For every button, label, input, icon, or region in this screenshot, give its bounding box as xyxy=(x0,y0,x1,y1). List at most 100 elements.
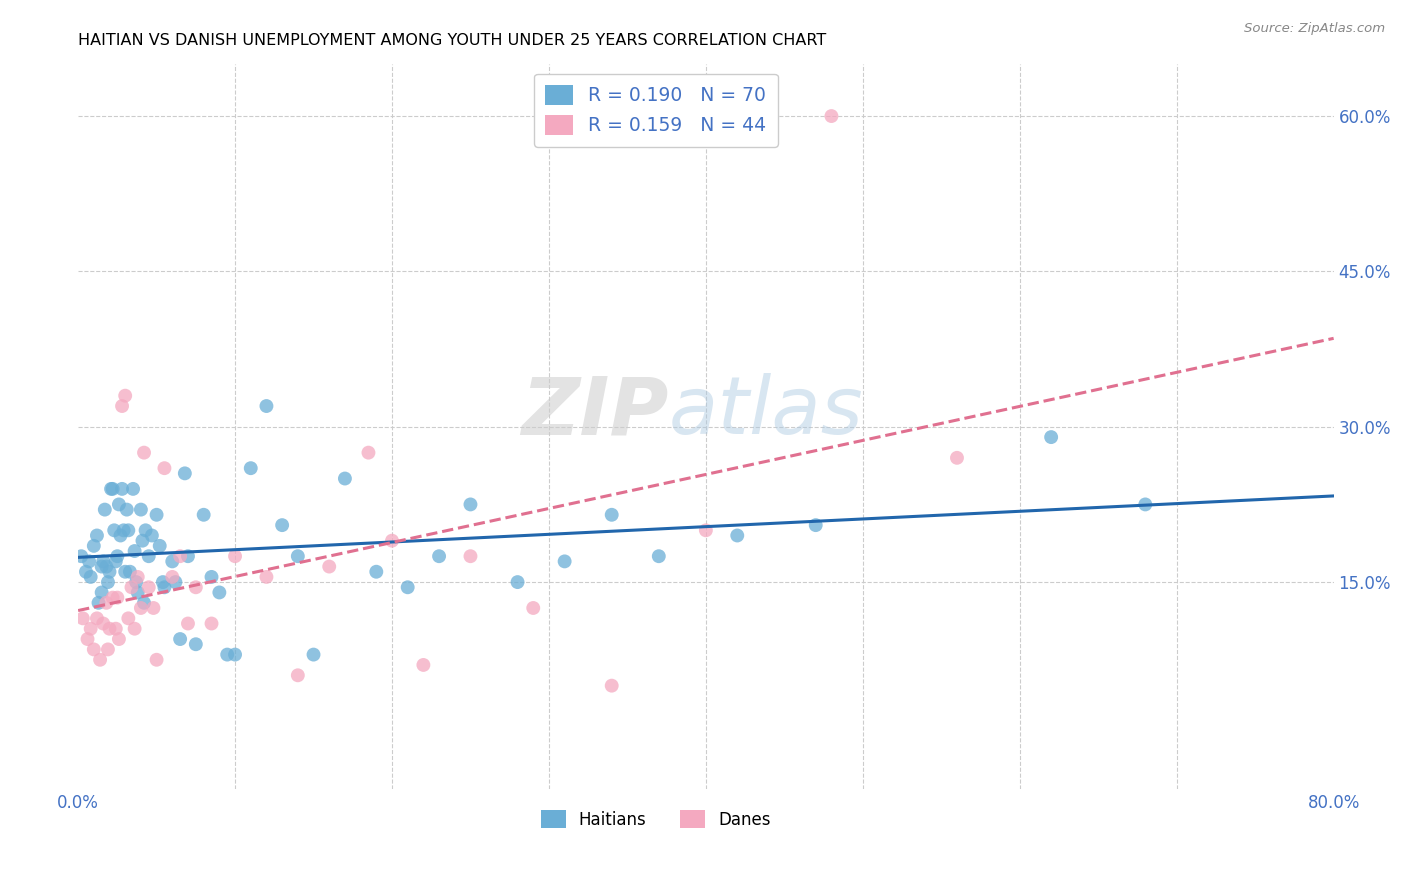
Point xyxy=(381,533,404,548)
Text: HAITIAN VS DANISH UNEMPLOYMENT AMONG YOUTH UNDER 25 YEARS CORRELATION CHART: HAITIAN VS DANISH UNEMPLOYMENT AMONG YOU… xyxy=(79,33,827,48)
Point xyxy=(129,601,152,615)
Point xyxy=(506,575,529,590)
Point xyxy=(98,565,121,579)
Point xyxy=(239,461,262,475)
Point xyxy=(648,549,671,564)
Point xyxy=(124,544,146,558)
Point xyxy=(112,524,135,538)
Point xyxy=(357,445,380,459)
Point xyxy=(83,539,105,553)
Point xyxy=(114,389,136,403)
Point xyxy=(110,528,132,542)
Point xyxy=(149,539,172,553)
Point xyxy=(103,524,125,538)
Point xyxy=(86,611,108,625)
Point xyxy=(138,580,160,594)
Point xyxy=(141,528,163,542)
Point xyxy=(200,570,222,584)
Point xyxy=(101,591,124,605)
Point xyxy=(271,518,294,533)
Point xyxy=(554,554,576,568)
Point xyxy=(138,549,160,564)
Point xyxy=(121,580,143,594)
Point xyxy=(177,616,200,631)
Point xyxy=(169,632,191,646)
Point xyxy=(142,601,165,615)
Point xyxy=(104,622,127,636)
Point xyxy=(145,508,167,522)
Point xyxy=(184,637,207,651)
Point xyxy=(79,570,101,584)
Point xyxy=(162,570,184,584)
Point xyxy=(96,559,118,574)
Point xyxy=(115,502,138,516)
Point xyxy=(96,596,118,610)
Point xyxy=(111,399,134,413)
Point xyxy=(105,549,128,564)
Point xyxy=(162,554,184,568)
Point xyxy=(94,502,117,516)
Point xyxy=(91,554,114,568)
Point xyxy=(72,611,94,625)
Point xyxy=(90,559,112,574)
Point xyxy=(129,502,152,516)
Point xyxy=(366,565,388,579)
Point xyxy=(173,467,195,481)
Point xyxy=(97,642,120,657)
Point xyxy=(127,570,149,584)
Point xyxy=(125,575,148,590)
Point xyxy=(256,570,278,584)
Point xyxy=(820,109,842,123)
Point xyxy=(396,580,419,594)
Point xyxy=(695,524,717,538)
Point xyxy=(105,591,128,605)
Point xyxy=(89,653,111,667)
Point xyxy=(287,549,309,564)
Point xyxy=(117,524,139,538)
Point xyxy=(1040,430,1063,444)
Point xyxy=(224,549,246,564)
Point xyxy=(165,575,187,590)
Point xyxy=(169,549,191,564)
Point xyxy=(217,648,239,662)
Point xyxy=(177,549,200,564)
Point xyxy=(101,482,124,496)
Point xyxy=(412,657,434,672)
Point xyxy=(287,668,309,682)
Point xyxy=(200,616,222,631)
Point xyxy=(76,632,98,646)
Point xyxy=(86,528,108,542)
Point xyxy=(318,559,340,574)
Point xyxy=(333,471,356,485)
Point xyxy=(600,508,623,522)
Point xyxy=(522,601,544,615)
Point xyxy=(124,622,146,636)
Point xyxy=(131,533,153,548)
Point xyxy=(77,554,100,568)
Point xyxy=(87,596,110,610)
Point xyxy=(145,653,167,667)
Point xyxy=(117,611,139,625)
Point xyxy=(208,585,231,599)
Point xyxy=(83,642,105,657)
Point xyxy=(427,549,450,564)
Point xyxy=(152,575,174,590)
Text: ZIP: ZIP xyxy=(520,373,668,451)
Point xyxy=(118,565,141,579)
Point xyxy=(132,596,155,610)
Point xyxy=(460,497,482,511)
Point xyxy=(122,482,145,496)
Point xyxy=(600,679,623,693)
Point xyxy=(111,482,134,496)
Point xyxy=(75,565,97,579)
Point xyxy=(127,585,149,599)
Point xyxy=(79,622,101,636)
Point xyxy=(725,528,748,542)
Point xyxy=(256,399,278,413)
Text: atlas: atlas xyxy=(668,373,863,451)
Point xyxy=(91,616,114,631)
Point xyxy=(114,565,136,579)
Point xyxy=(302,648,325,662)
Point xyxy=(132,445,155,459)
Point xyxy=(108,632,131,646)
